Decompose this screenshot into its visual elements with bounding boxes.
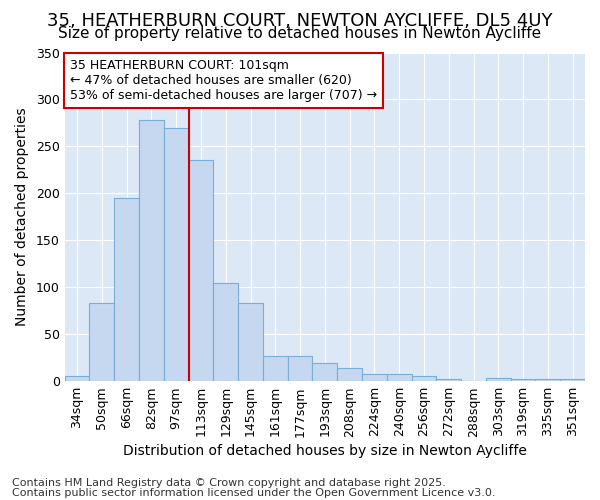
Text: 35 HEATHERBURN COURT: 101sqm
← 47% of detached houses are smaller (620)
53% of s: 35 HEATHERBURN COURT: 101sqm ← 47% of de… <box>70 59 377 102</box>
Bar <box>387 374 412 381</box>
Bar <box>313 364 337 381</box>
Bar <box>535 380 560 381</box>
Bar <box>89 303 114 381</box>
Bar <box>436 380 461 381</box>
Bar <box>560 380 585 381</box>
Y-axis label: Number of detached properties: Number of detached properties <box>15 108 29 326</box>
Bar <box>188 160 214 381</box>
Bar <box>114 198 139 381</box>
Bar <box>486 378 511 381</box>
Text: 35, HEATHERBURN COURT, NEWTON AYCLIFFE, DL5 4UY: 35, HEATHERBURN COURT, NEWTON AYCLIFFE, … <box>47 12 553 30</box>
Text: Size of property relative to detached houses in Newton Aycliffe: Size of property relative to detached ho… <box>58 26 542 41</box>
Bar <box>511 380 535 381</box>
Bar <box>238 303 263 381</box>
Bar <box>65 376 89 381</box>
Bar <box>337 368 362 381</box>
Bar <box>164 128 188 381</box>
X-axis label: Distribution of detached houses by size in Newton Aycliffe: Distribution of detached houses by size … <box>123 444 527 458</box>
Bar <box>412 376 436 381</box>
Bar <box>139 120 164 381</box>
Text: Contains HM Land Registry data © Crown copyright and database right 2025.: Contains HM Land Registry data © Crown c… <box>12 478 446 488</box>
Text: Contains public sector information licensed under the Open Government Licence v3: Contains public sector information licen… <box>12 488 496 498</box>
Bar <box>214 282 238 381</box>
Bar <box>263 356 287 381</box>
Bar <box>287 356 313 381</box>
Bar <box>362 374 387 381</box>
